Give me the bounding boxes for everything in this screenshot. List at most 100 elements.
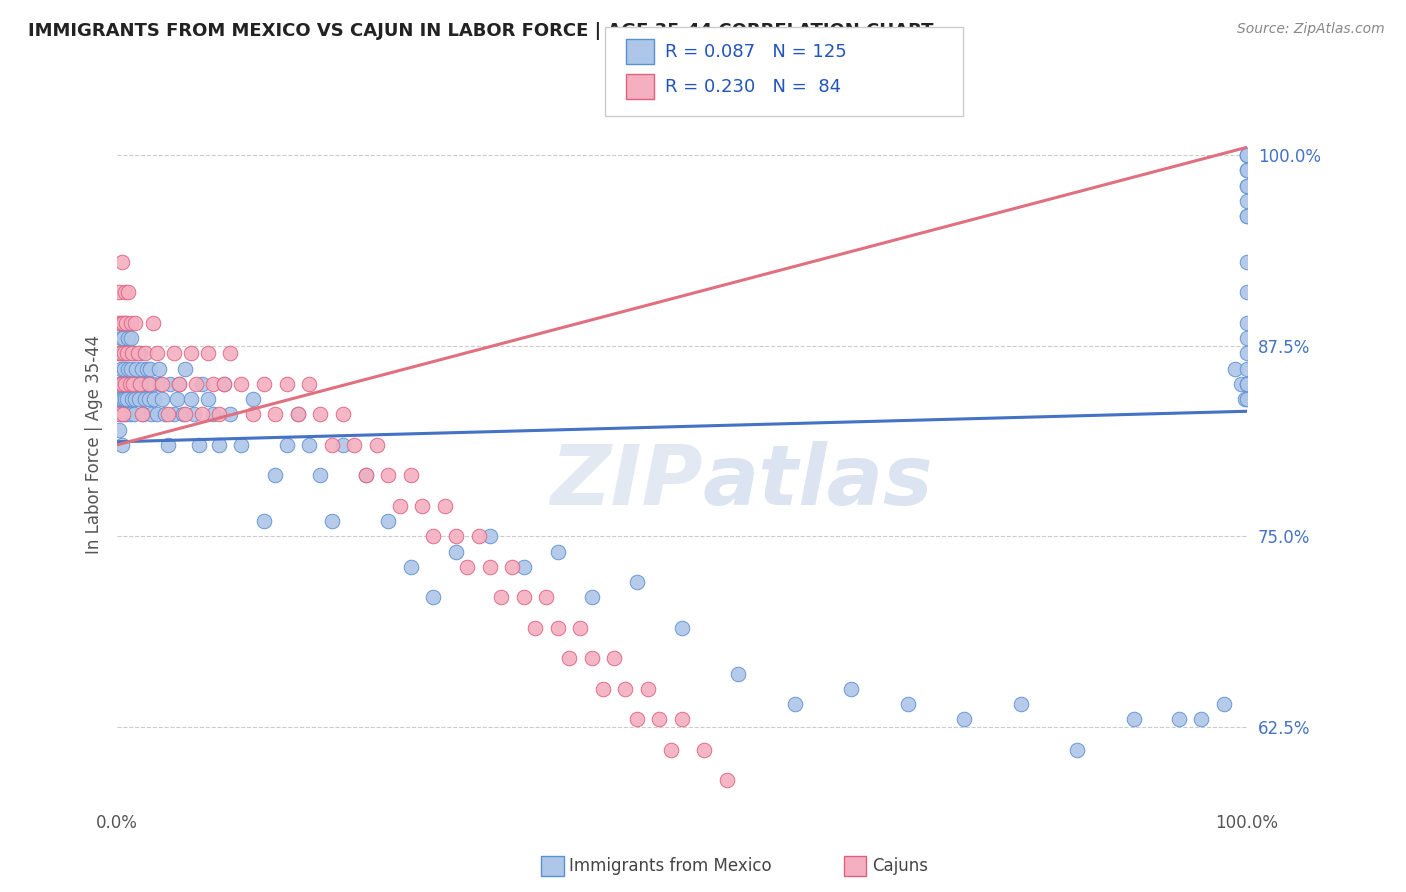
Point (163, 346, 186, 360)
Point (1236, 331, 1258, 345)
Point (117, 346, 139, 360)
Point (117, 331, 139, 345)
Point (1236, 285, 1258, 300)
Point (118, 376, 141, 391)
Point (513, 559, 536, 574)
Point (174, 407, 197, 421)
Point (186, 376, 208, 391)
Point (107, 316, 129, 330)
Point (148, 361, 170, 376)
Point (388, 499, 411, 513)
Point (150, 392, 173, 406)
Point (191, 376, 214, 391)
Point (467, 529, 489, 543)
Point (377, 514, 399, 528)
Point (524, 621, 547, 635)
Point (354, 468, 377, 483)
Point (136, 376, 159, 391)
Point (727, 666, 749, 681)
Point (122, 407, 145, 421)
Point (298, 376, 321, 391)
Point (114, 285, 136, 300)
Point (107, 346, 129, 360)
Point (134, 392, 156, 406)
Point (153, 407, 176, 421)
Point (309, 468, 332, 483)
Point (128, 376, 150, 391)
Point (174, 361, 197, 376)
Point (134, 376, 156, 391)
Point (129, 376, 152, 391)
Point (1236, 209, 1258, 223)
Point (180, 346, 202, 360)
Point (298, 438, 321, 452)
Point (1236, 346, 1258, 360)
Point (107, 392, 129, 406)
Point (118, 407, 141, 421)
Point (187, 438, 209, 452)
Point (671, 621, 693, 635)
Point (1225, 361, 1247, 376)
Point (581, 591, 603, 605)
Point (659, 743, 682, 757)
Point (110, 316, 132, 330)
Point (321, 438, 343, 452)
Point (444, 544, 467, 558)
Point (536, 591, 558, 605)
Point (121, 392, 143, 406)
Point (120, 361, 142, 376)
Point (1236, 376, 1258, 391)
Point (399, 468, 422, 483)
Point (592, 681, 614, 696)
Point (321, 514, 343, 528)
Point (111, 346, 134, 360)
Point (191, 407, 214, 421)
Point (172, 407, 194, 421)
Point (139, 407, 162, 421)
Point (128, 346, 150, 360)
Point (142, 376, 165, 391)
Point (134, 346, 156, 360)
Point (1230, 376, 1253, 391)
Point (110, 361, 132, 376)
Point (108, 376, 131, 391)
Point (1236, 148, 1258, 162)
Point (1167, 712, 1189, 726)
Point (132, 407, 155, 421)
Point (1236, 209, 1258, 223)
Point (581, 651, 603, 665)
Point (253, 514, 276, 528)
Point (1236, 392, 1258, 406)
Point (108, 285, 131, 300)
Text: IMMIGRANTS FROM MEXICO VS CAJUN IN LABOR FORCE | AGE 35-44 CORRELATION CHART: IMMIGRANTS FROM MEXICO VS CAJUN IN LABOR… (28, 22, 934, 40)
Point (264, 407, 287, 421)
Point (614, 681, 637, 696)
Point (138, 392, 160, 406)
Point (110, 407, 132, 421)
Point (839, 681, 862, 696)
Point (287, 407, 309, 421)
Point (231, 438, 253, 452)
Point (242, 407, 264, 421)
Point (111, 331, 134, 345)
Point (626, 712, 648, 726)
Point (478, 559, 501, 574)
Point (180, 392, 202, 406)
Point (197, 392, 219, 406)
Point (127, 376, 149, 391)
Point (115, 316, 138, 330)
Point (111, 407, 134, 421)
Point (343, 438, 366, 452)
Point (214, 376, 236, 391)
Point (131, 361, 153, 376)
Point (513, 591, 536, 605)
Point (377, 468, 399, 483)
Point (433, 499, 456, 513)
Point (163, 407, 186, 421)
Point (120, 316, 142, 330)
Point (117, 346, 139, 360)
Point (1236, 376, 1258, 391)
Point (111, 254, 134, 268)
Point (169, 376, 191, 391)
Point (120, 331, 142, 345)
